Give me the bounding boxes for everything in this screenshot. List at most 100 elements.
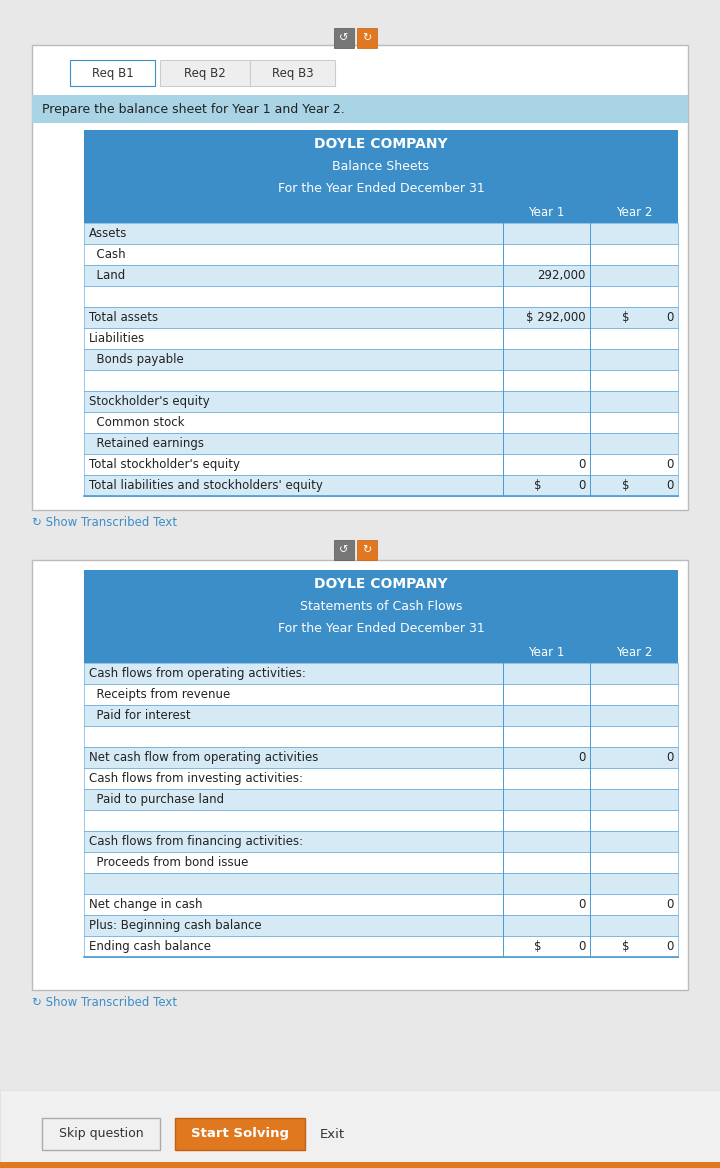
Text: Net change in cash: Net change in cash [89, 898, 202, 911]
Text: Year 2: Year 2 [616, 646, 652, 659]
FancyBboxPatch shape [32, 559, 688, 990]
Text: $          0: $ 0 [621, 479, 674, 492]
Text: Assets: Assets [89, 227, 127, 239]
Text: ↻ Show Transcribed Text: ↻ Show Transcribed Text [32, 515, 177, 528]
Text: $          0: $ 0 [621, 940, 674, 953]
Text: Net cash flow from operating activities: Net cash flow from operating activities [89, 751, 318, 764]
Text: ↻ Show Transcribed Text: ↻ Show Transcribed Text [32, 995, 177, 1008]
FancyBboxPatch shape [84, 286, 678, 307]
FancyBboxPatch shape [84, 570, 678, 642]
Text: Total liabilities and stockholders' equity: Total liabilities and stockholders' equi… [89, 479, 323, 492]
FancyBboxPatch shape [84, 684, 678, 705]
Text: Retained earnings: Retained earnings [89, 437, 204, 450]
Text: 0: 0 [667, 751, 674, 764]
FancyBboxPatch shape [84, 223, 678, 244]
Text: Start Solving: Start Solving [191, 1127, 289, 1140]
Text: For the Year Ended December 31: For the Year Ended December 31 [278, 181, 485, 195]
FancyBboxPatch shape [175, 1118, 305, 1150]
FancyBboxPatch shape [357, 540, 377, 559]
Text: Exit: Exit [320, 1127, 345, 1140]
Text: ↺: ↺ [339, 545, 348, 555]
Text: ↻: ↻ [362, 33, 372, 43]
FancyBboxPatch shape [84, 915, 678, 936]
FancyBboxPatch shape [84, 307, 678, 328]
Text: Bonds payable: Bonds payable [89, 353, 184, 366]
FancyBboxPatch shape [84, 705, 678, 726]
Text: Total assets: Total assets [89, 311, 158, 324]
FancyBboxPatch shape [84, 663, 678, 684]
FancyBboxPatch shape [84, 202, 678, 223]
FancyBboxPatch shape [84, 726, 678, 748]
Text: Req B2: Req B2 [184, 67, 226, 79]
Text: $ 292,000: $ 292,000 [526, 311, 586, 324]
Text: 0: 0 [579, 898, 586, 911]
FancyBboxPatch shape [160, 60, 250, 86]
FancyBboxPatch shape [84, 830, 678, 851]
FancyBboxPatch shape [84, 872, 678, 894]
Text: Prepare the balance sheet for Year 1 and Year 2.: Prepare the balance sheet for Year 1 and… [42, 103, 345, 116]
FancyBboxPatch shape [334, 28, 354, 48]
Text: $          0: $ 0 [534, 479, 586, 492]
Text: Statements of Cash Flows: Statements of Cash Flows [300, 599, 462, 612]
FancyBboxPatch shape [84, 748, 678, 769]
Text: Cash: Cash [89, 248, 125, 260]
Text: $          0: $ 0 [621, 311, 674, 324]
Text: Cash flows from operating activities:: Cash flows from operating activities: [89, 667, 306, 680]
FancyBboxPatch shape [84, 642, 678, 663]
Text: Req B1: Req B1 [91, 67, 133, 79]
Text: DOYLE COMPANY: DOYLE COMPANY [314, 577, 448, 591]
FancyBboxPatch shape [84, 370, 678, 391]
Text: Stockholder's equity: Stockholder's equity [89, 395, 210, 408]
FancyBboxPatch shape [84, 244, 678, 265]
Text: Ending cash balance: Ending cash balance [89, 940, 211, 953]
FancyBboxPatch shape [84, 769, 678, 790]
FancyBboxPatch shape [84, 809, 678, 830]
FancyBboxPatch shape [84, 894, 678, 915]
Text: Total stockholder's equity: Total stockholder's equity [89, 458, 240, 471]
FancyBboxPatch shape [32, 95, 688, 123]
FancyBboxPatch shape [84, 328, 678, 349]
FancyBboxPatch shape [250, 60, 335, 86]
Text: $          0: $ 0 [534, 940, 586, 953]
Text: For the Year Ended December 31: For the Year Ended December 31 [278, 621, 485, 634]
FancyBboxPatch shape [84, 790, 678, 809]
Text: Common stock: Common stock [89, 416, 184, 429]
Text: 0: 0 [579, 458, 586, 471]
Text: Liabilities: Liabilities [89, 332, 145, 345]
FancyBboxPatch shape [84, 265, 678, 286]
FancyBboxPatch shape [0, 1090, 720, 1168]
FancyBboxPatch shape [84, 475, 678, 496]
Text: Year 1: Year 1 [528, 646, 564, 659]
FancyBboxPatch shape [42, 1118, 160, 1150]
Text: Cash flows from financing activities:: Cash flows from financing activities: [89, 835, 303, 848]
Text: 0: 0 [667, 458, 674, 471]
FancyBboxPatch shape [70, 60, 155, 86]
Text: Paid for interest: Paid for interest [89, 709, 191, 722]
Text: Req B3: Req B3 [271, 67, 313, 79]
Text: Proceeds from bond issue: Proceeds from bond issue [89, 856, 248, 869]
Text: Paid to purchase land: Paid to purchase land [89, 793, 224, 806]
Text: Balance Sheets: Balance Sheets [333, 160, 430, 173]
FancyBboxPatch shape [84, 130, 678, 202]
FancyBboxPatch shape [84, 391, 678, 412]
Text: ↻: ↻ [362, 545, 372, 555]
Text: Skip question: Skip question [59, 1127, 143, 1140]
FancyBboxPatch shape [84, 412, 678, 433]
FancyBboxPatch shape [84, 433, 678, 454]
FancyBboxPatch shape [84, 851, 678, 872]
Text: DOYLE COMPANY: DOYLE COMPANY [314, 137, 448, 151]
FancyBboxPatch shape [0, 1162, 720, 1168]
Text: 0: 0 [579, 751, 586, 764]
FancyBboxPatch shape [32, 46, 688, 510]
FancyBboxPatch shape [357, 28, 377, 48]
Text: ↺: ↺ [339, 33, 348, 43]
Text: Year 1: Year 1 [528, 206, 564, 220]
Text: Receipts from revenue: Receipts from revenue [89, 688, 230, 701]
Text: Cash flows from investing activities:: Cash flows from investing activities: [89, 772, 303, 785]
FancyBboxPatch shape [84, 349, 678, 370]
FancyBboxPatch shape [334, 540, 354, 559]
Text: Land: Land [89, 269, 125, 281]
Text: Plus: Beginning cash balance: Plus: Beginning cash balance [89, 919, 261, 932]
Text: Year 2: Year 2 [616, 206, 652, 220]
FancyBboxPatch shape [84, 454, 678, 475]
